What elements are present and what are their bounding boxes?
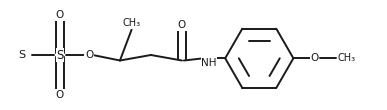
Text: O: O bbox=[85, 50, 93, 60]
Text: NH: NH bbox=[201, 58, 217, 68]
Text: O: O bbox=[56, 10, 64, 20]
Text: CH₃: CH₃ bbox=[123, 18, 140, 28]
Text: O: O bbox=[56, 90, 64, 100]
Text: O: O bbox=[310, 53, 319, 63]
Text: S: S bbox=[18, 50, 25, 60]
Text: O: O bbox=[178, 20, 186, 30]
Text: S: S bbox=[56, 49, 64, 61]
Text: CH₃: CH₃ bbox=[338, 53, 356, 63]
